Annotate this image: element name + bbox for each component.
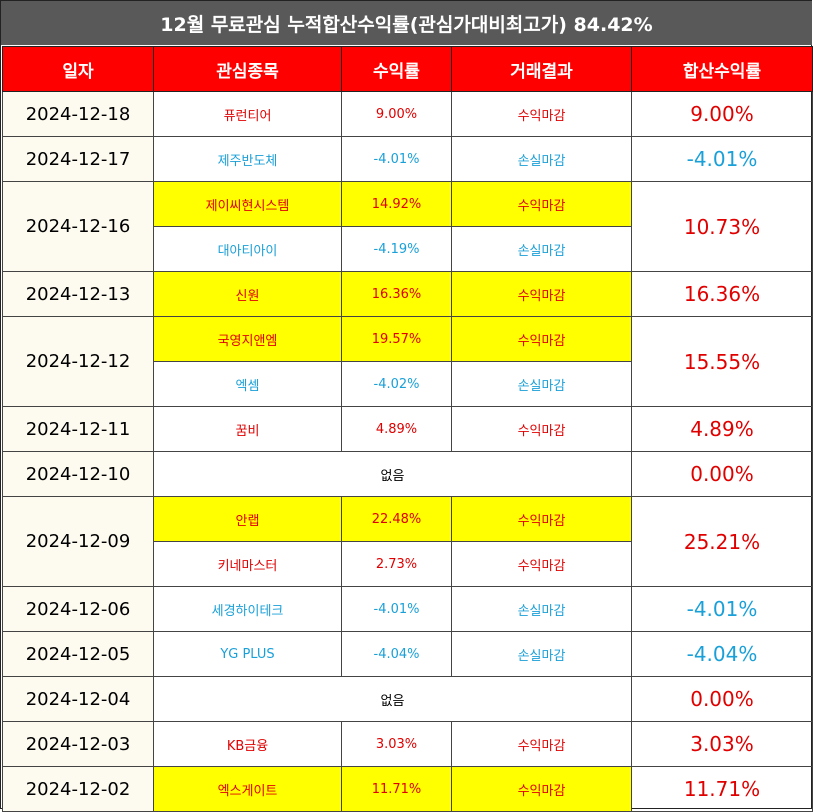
- stock-name-cell: YG PLUS: [153, 631, 342, 677]
- date-cell: 2024-12-13: [2, 271, 154, 317]
- return-rate-cell: 4.89%: [341, 406, 452, 452]
- table-row: 2024-12-13 신원 16.36% 수익마감 16.36%: [2, 271, 813, 317]
- total-return-cell: 3.03%: [631, 721, 813, 767]
- header-total: 합산수익률: [631, 46, 813, 92]
- date-cell: 2024-12-02: [2, 766, 154, 812]
- return-rate-cell: -4.02%: [341, 361, 452, 407]
- return-rate-cell: -4.01%: [341, 586, 452, 632]
- return-rate-cell: 22.48%: [341, 496, 452, 542]
- stock-name-cell: 국영지앤엠: [153, 316, 342, 362]
- trade-result-cell: 손실마감: [451, 226, 632, 272]
- stock-name-cell: 안랩: [153, 496, 342, 542]
- table-row: 2024-12-16 제이씨현시스템 14.92% 수익마감 10.73%: [2, 181, 813, 272]
- returns-table: 일자 관심종목 수익률 거래결과 합산수익률 2024-12-18 퓨런티어 9.0…: [2, 46, 813, 812]
- stock-name-cell: 세경하이테크: [153, 586, 342, 632]
- date-cell: 2024-12-04: [2, 676, 154, 722]
- header-result: 거래결과: [451, 46, 632, 92]
- table-row: 2024-12-02 엑스게이트 11.71% 수익마감 11.71%: [2, 766, 813, 812]
- date-cell: 2024-12-11: [2, 406, 154, 452]
- trade-result-cell: 수익마감: [451, 721, 632, 767]
- return-rate-cell: -4.19%: [341, 226, 452, 272]
- return-rate-cell: 11.71%: [341, 766, 452, 812]
- return-rate-cell: 19.57%: [341, 316, 452, 362]
- stock-name-cell: KB금융: [153, 721, 342, 767]
- total-return-cell: 4.89%: [631, 406, 813, 452]
- date-cell: 2024-12-16: [2, 181, 154, 272]
- total-return-cell: 0.00%: [631, 676, 813, 722]
- total-return-cell: 9.00%: [631, 91, 813, 137]
- no-pick-cell: 없음: [153, 451, 632, 497]
- date-cell: 2024-12-18: [2, 91, 154, 137]
- total-return-cell: 0.00%: [631, 451, 813, 497]
- trade-result-cell: 손실마감: [451, 361, 632, 407]
- table-row: 대아티아이 -4.19% 손실마감: [3, 226, 813, 272]
- return-rate-cell: -4.01%: [341, 136, 452, 182]
- return-rate-cell: -4.04%: [341, 631, 452, 677]
- total-return-cell: 16.36%: [631, 271, 813, 317]
- trade-result-cell: 수익마감: [451, 316, 632, 362]
- table-body: 2024-12-18 퓨런티어 9.00% 수익마감 9.00% 2024-12-17 제주…: [2, 91, 813, 812]
- table-row: 2024-12-04 없음 0.00%: [2, 676, 813, 722]
- date-cell: 2024-12-09: [2, 496, 154, 587]
- stock-name-cell: 키네마스터: [153, 541, 342, 587]
- header-date: 일자: [2, 46, 154, 92]
- stock-name-cell: 신원: [153, 271, 342, 317]
- stock-name-cell: 제주반도체: [153, 136, 342, 182]
- table-row: 2024-12-06 세경하이테크 -4.01% 손실마감 -4.01%: [2, 586, 813, 632]
- table-row: 2024-12-09 안랩 22.48% 수익마감 25.21%: [2, 496, 813, 587]
- table-row: 2024-12-03 KB금융 3.03% 수익마감 3.03%: [2, 721, 813, 767]
- return-rate-cell: 3.03%: [341, 721, 452, 767]
- total-return-cell: -4.01%: [631, 586, 813, 632]
- total-return-cell: -4.04%: [631, 631, 813, 677]
- table-row: 2024-12-17 제주반도체 -4.01% 손실마감 -4.01%: [2, 136, 813, 182]
- stock-name-cell: 대아티아이: [153, 226, 342, 272]
- return-rate-cell: 16.36%: [341, 271, 452, 317]
- stock-name-cell: 제이씨현시스템: [153, 181, 342, 227]
- no-pick-cell: 없음: [153, 676, 632, 722]
- trade-result-cell: 손실마감: [451, 586, 632, 632]
- total-return-cell: 11.71%: [631, 766, 813, 812]
- date-cell: 2024-12-17: [2, 136, 154, 182]
- header-rate: 수익률: [341, 46, 452, 92]
- table-row: 2024-12-18 퓨런티어 9.00% 수익마감 9.00%: [2, 91, 813, 137]
- header-row: 일자 관심종목 수익률 거래결과 합산수익률: [2, 46, 813, 92]
- table-row: 2024-12-10 없음 0.00%: [2, 451, 813, 497]
- header-stock: 관심종목: [153, 46, 342, 92]
- trade-result-cell: 수익마감: [451, 91, 632, 137]
- return-rate-cell: 9.00%: [341, 91, 452, 137]
- trade-result-cell: 수익마감: [451, 271, 632, 317]
- table-row: 2024-12-11 꿈비 4.89% 수익마감 4.89%: [2, 406, 813, 452]
- total-return-cell: 25.21%: [631, 496, 813, 587]
- date-cell: 2024-12-05: [2, 631, 154, 677]
- date-cell: 2024-12-03: [2, 721, 154, 767]
- stock-name-cell: 엑스게이트: [153, 766, 342, 812]
- date-cell: 2024-12-06: [2, 586, 154, 632]
- stock-name-cell: 퓨런티어: [153, 91, 342, 137]
- stock-name-cell: 꿈비: [153, 406, 342, 452]
- table-row: 엑셈 -4.02% 손실마감: [3, 361, 813, 407]
- trade-result-cell: 수익마감: [451, 766, 632, 812]
- total-return-cell: -4.01%: [631, 136, 813, 182]
- return-rate-cell: 2.73%: [341, 541, 452, 587]
- return-rate-cell: 14.92%: [341, 181, 452, 227]
- trade-result-cell: 수익마감: [451, 496, 632, 542]
- total-return-cell: 15.55%: [631, 316, 813, 407]
- trade-result-cell: 수익마감: [451, 541, 632, 587]
- trade-result-cell: 손실마감: [451, 631, 632, 677]
- date-cell: 2024-12-10: [2, 451, 154, 497]
- stock-name-cell: 엑셈: [153, 361, 342, 407]
- page-title: 12월 무료관심 누적합산수익률(관심가대비최고가) 84.42%: [1, 1, 812, 45]
- total-return-cell: 10.73%: [631, 181, 813, 272]
- table-row: 키네마스터 2.73% 수익마감: [3, 541, 813, 587]
- date-cell: 2024-12-12: [2, 316, 154, 407]
- trade-result-cell: 수익마감: [451, 406, 632, 452]
- trade-result-cell: 수익마감: [451, 181, 632, 227]
- table-row: 2024-12-05 YG PLUS -4.04% 손실마감 -4.04%: [2, 631, 813, 677]
- trade-result-cell: 손실마감: [451, 136, 632, 182]
- table-row: 2024-12-12 국영지앤엠 19.57% 수익마감 15.55%: [2, 316, 813, 407]
